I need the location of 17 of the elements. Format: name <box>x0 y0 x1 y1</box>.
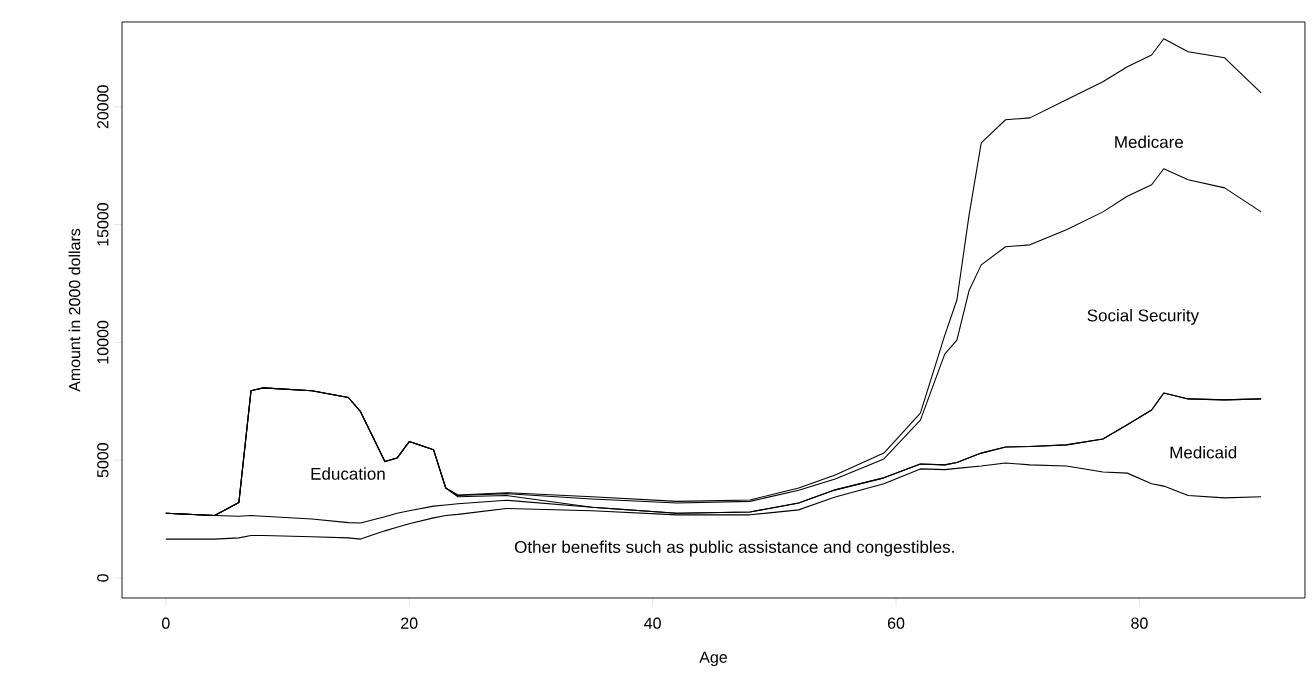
y-axis-title: Amount in 2000 dollars <box>68 228 81 392</box>
annotation: Medicaid <box>1170 446 1237 459</box>
y-tick-label: 5000 <box>97 443 109 478</box>
x-tick-label: 20 <box>401 617 418 629</box>
annotation: Social Security <box>1087 308 1200 325</box>
x-tick-label: 80 <box>1131 617 1148 629</box>
annotation: Other benefits such as public assistance and congestibles. <box>514 540 954 557</box>
x-tick-label: 60 <box>887 617 905 629</box>
y-tick-label: 20000 <box>97 85 109 129</box>
x-tick-label: 0 <box>162 617 170 629</box>
x-axis-title: Age <box>699 651 728 667</box>
y-tick-label: 10000 <box>97 320 109 364</box>
y-tick-label: 0 <box>97 574 109 582</box>
y-tick-label: 15000 <box>97 202 109 246</box>
x-tick-label: 40 <box>644 617 661 629</box>
annotation: Education <box>311 467 385 480</box>
annotation: Medicare <box>1115 135 1184 149</box>
